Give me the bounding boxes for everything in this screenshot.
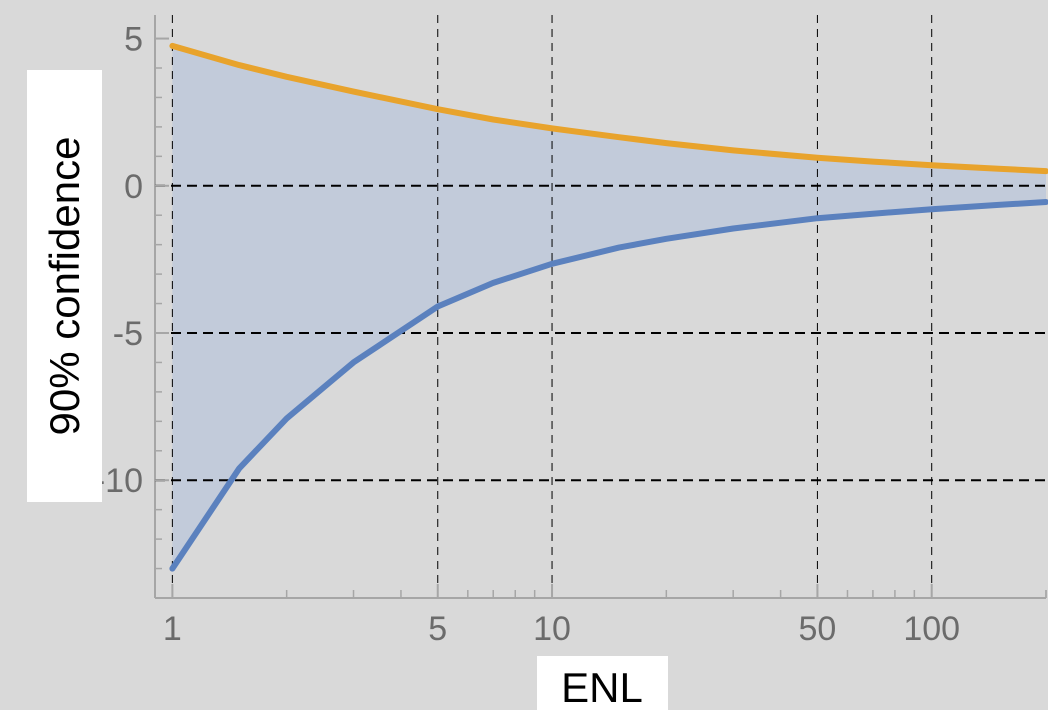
x-tick-label: 10 <box>533 610 571 648</box>
y-axis-title: 90% confidence <box>41 137 88 436</box>
x-axis-title-box <box>537 656 668 710</box>
x-tick-label: 50 <box>799 610 837 648</box>
y-tick-label: 5 <box>124 21 143 59</box>
y-axis-title-group: 90% confidence <box>27 70 102 502</box>
y-tick-label: -5 <box>113 315 143 353</box>
x-axis-title: ENL <box>561 664 643 710</box>
x-tick-label: 5 <box>428 610 447 648</box>
x-axis-title-group: ENL <box>537 656 668 710</box>
y-tick-label: 0 <box>124 168 143 206</box>
x-tick-label: 1 <box>163 610 182 648</box>
upper-bound-line <box>169 42 1048 175</box>
x-tick-label: 100 <box>903 610 960 648</box>
y-axis-title-box <box>27 70 102 502</box>
lower-bound-line <box>169 199 1048 572</box>
y-tick-label: -10 <box>94 462 143 500</box>
confidence-band <box>172 45 1046 569</box>
